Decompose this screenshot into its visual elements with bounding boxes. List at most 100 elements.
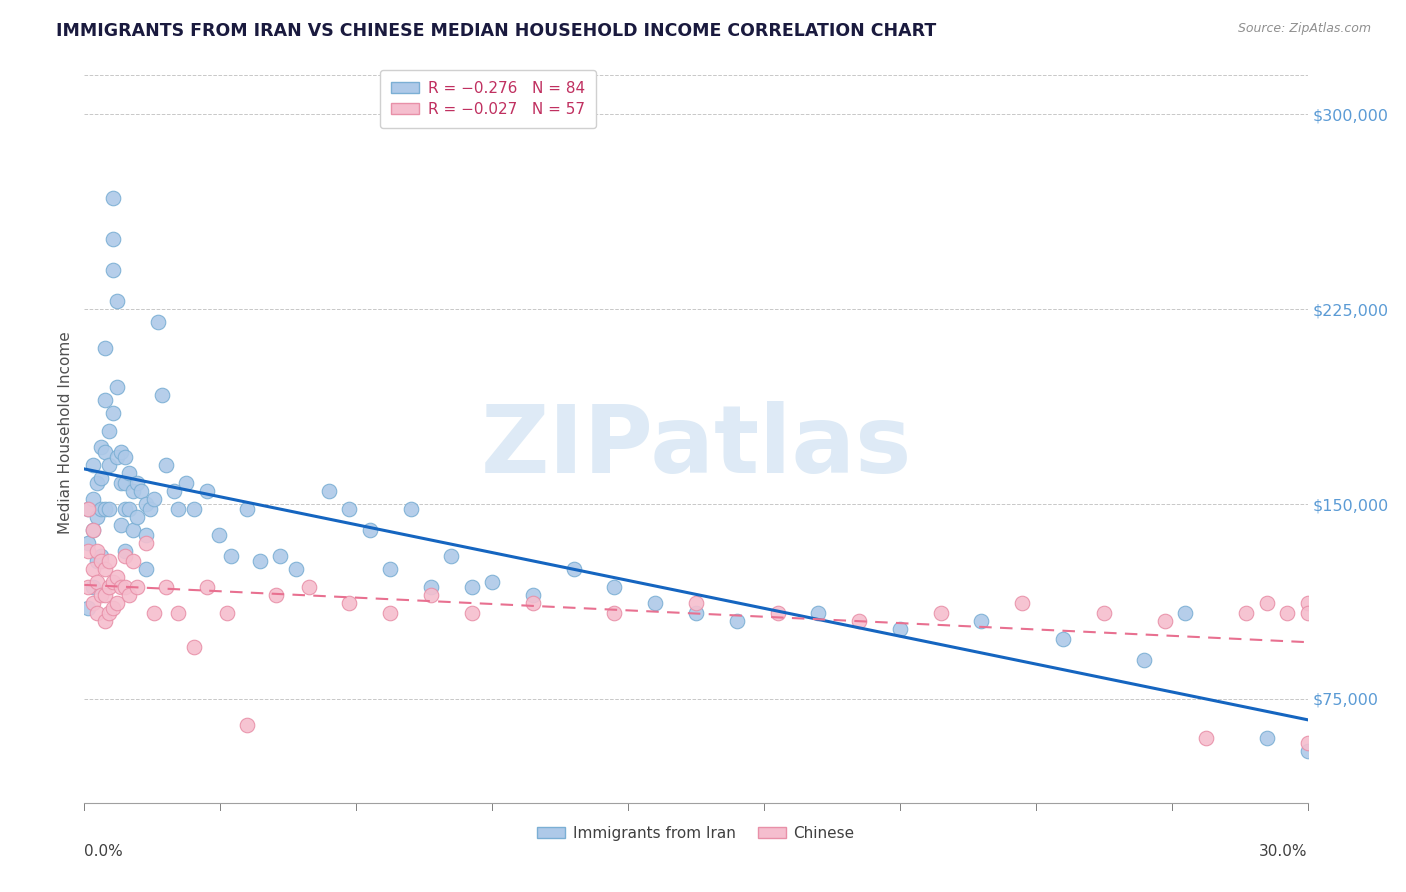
- Point: [101, 190, 124, 204]
- Point: [105, 380, 128, 394]
- Point: [420, 580, 443, 594]
- Point: [86, 574, 108, 589]
- Point: [77, 536, 100, 550]
- Point: [1256, 731, 1278, 745]
- Point: [380, 562, 402, 576]
- Point: [93, 614, 115, 628]
- Point: [318, 484, 340, 499]
- Text: 0.0%: 0.0%: [84, 844, 124, 858]
- Point: [122, 554, 145, 568]
- Point: [1296, 596, 1319, 610]
- Point: [807, 606, 830, 620]
- Point: [82, 596, 104, 610]
- Point: [110, 517, 132, 532]
- Point: [93, 502, 115, 516]
- Point: [1052, 632, 1074, 647]
- Point: [110, 580, 132, 594]
- Point: [1195, 731, 1218, 745]
- Point: [1236, 606, 1258, 620]
- Point: [114, 476, 136, 491]
- Point: [208, 528, 231, 542]
- Point: [127, 476, 149, 491]
- Point: [440, 549, 463, 563]
- Point: [970, 614, 993, 628]
- Point: [146, 315, 169, 329]
- Point: [90, 471, 112, 485]
- Point: [766, 606, 789, 620]
- Point: [114, 549, 136, 563]
- Point: [249, 554, 271, 568]
- Point: [118, 502, 141, 516]
- Point: [135, 562, 157, 576]
- Point: [86, 510, 108, 524]
- Point: [114, 502, 136, 516]
- Text: IMMIGRANTS FROM IRAN VS CHINESE MEDIAN HOUSEHOLD INCOME CORRELATION CHART: IMMIGRANTS FROM IRAN VS CHINESE MEDIAN H…: [56, 22, 936, 40]
- Point: [82, 491, 104, 506]
- Point: [929, 606, 952, 620]
- Point: [97, 606, 120, 620]
- Point: [127, 580, 149, 594]
- Point: [77, 544, 100, 558]
- Point: [236, 718, 259, 732]
- Point: [86, 476, 108, 491]
- Point: [86, 544, 108, 558]
- Point: [195, 484, 218, 499]
- Point: [135, 528, 157, 542]
- Point: [174, 476, 197, 491]
- Text: 30.0%: 30.0%: [1260, 844, 1308, 858]
- Point: [481, 574, 503, 589]
- Point: [1277, 606, 1299, 620]
- Point: [135, 536, 157, 550]
- Point: [1154, 614, 1177, 628]
- Point: [725, 614, 748, 628]
- Text: ZIPatlas: ZIPatlas: [481, 401, 911, 493]
- Point: [114, 450, 136, 465]
- Point: [603, 606, 626, 620]
- Point: [461, 580, 484, 594]
- Point: [90, 554, 112, 568]
- Point: [93, 393, 115, 408]
- Point: [339, 502, 361, 516]
- Point: [298, 580, 321, 594]
- Point: [264, 588, 287, 602]
- Point: [1296, 606, 1319, 620]
- Point: [1256, 596, 1278, 610]
- Point: [135, 497, 157, 511]
- Point: [118, 588, 141, 602]
- Point: [101, 232, 124, 246]
- Point: [82, 523, 104, 537]
- Point: [163, 484, 186, 499]
- Point: [90, 549, 112, 563]
- Point: [359, 523, 381, 537]
- Point: [122, 523, 145, 537]
- Point: [420, 588, 443, 602]
- Point: [685, 596, 707, 610]
- Point: [155, 458, 177, 472]
- Point: [77, 580, 100, 594]
- Point: [97, 554, 120, 568]
- Point: [685, 606, 707, 620]
- Point: [142, 606, 165, 620]
- Point: [150, 388, 173, 402]
- Point: [105, 596, 128, 610]
- Point: [889, 622, 911, 636]
- Point: [236, 502, 259, 516]
- Point: [167, 502, 190, 516]
- Point: [562, 562, 585, 576]
- Point: [90, 588, 112, 602]
- Point: [97, 458, 120, 472]
- Point: [82, 562, 104, 576]
- Point: [1296, 744, 1319, 758]
- Point: [461, 606, 484, 620]
- Point: [77, 502, 100, 516]
- Point: [522, 596, 544, 610]
- Legend: Immigrants from Iran, Chinese: Immigrants from Iran, Chinese: [531, 820, 860, 847]
- Point: [86, 606, 108, 620]
- Point: [77, 601, 100, 615]
- Point: [105, 450, 128, 465]
- Point: [97, 425, 120, 439]
- Point: [195, 580, 218, 594]
- Point: [138, 502, 160, 516]
- Point: [131, 484, 153, 499]
- Y-axis label: Median Household Income: Median Household Income: [58, 331, 73, 534]
